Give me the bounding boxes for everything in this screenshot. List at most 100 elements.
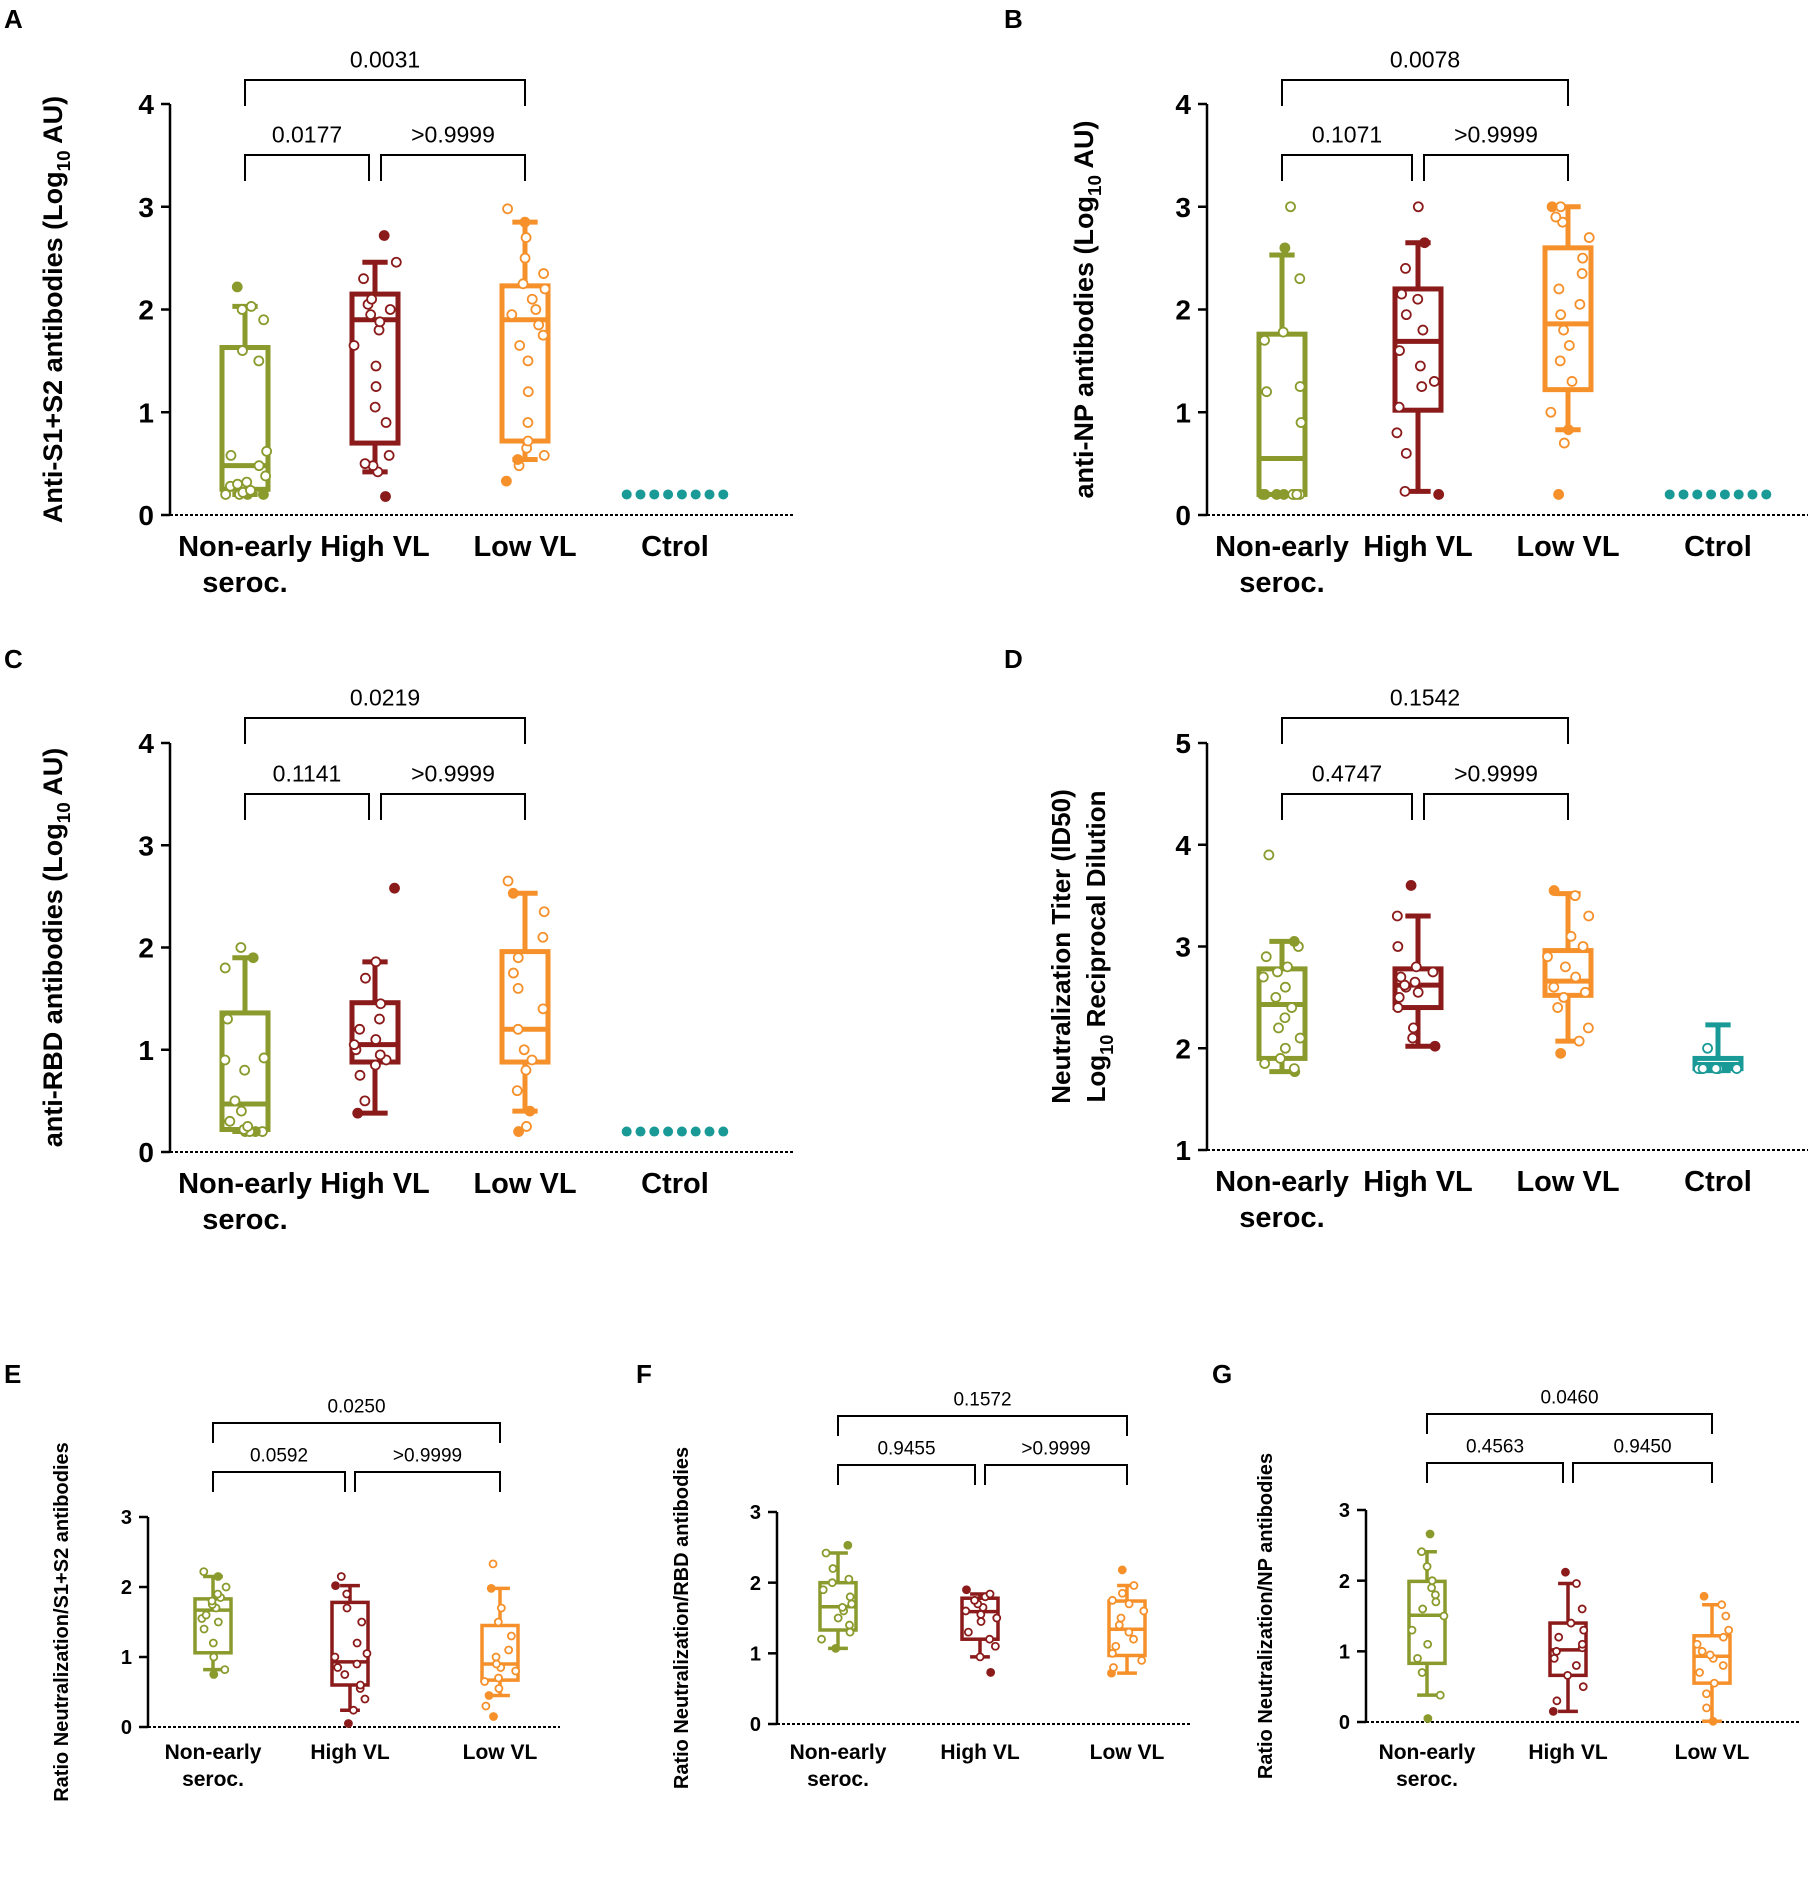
data-point xyxy=(496,1603,506,1613)
data-point xyxy=(1294,273,1306,285)
data-point xyxy=(1431,1597,1441,1607)
y-tick-label: 1 xyxy=(121,1647,132,1669)
x-category-label: seroc. xyxy=(182,1768,244,1791)
data-point xyxy=(1288,1063,1300,1074)
data-point xyxy=(1569,890,1581,902)
data-point xyxy=(649,1126,660,1137)
data-point xyxy=(370,1034,382,1045)
data-point xyxy=(1558,991,1570,1003)
data-point xyxy=(1109,1663,1118,1672)
data-point xyxy=(992,1613,1002,1623)
bracket-line xyxy=(380,154,526,181)
data-point xyxy=(333,1663,343,1672)
data-point xyxy=(506,309,518,321)
y-tick-label: 1 xyxy=(138,1035,154,1066)
data-point xyxy=(1546,201,1558,213)
data-point xyxy=(1286,1002,1298,1013)
data-point xyxy=(242,1121,254,1132)
data-point xyxy=(1111,1641,1121,1651)
x-category-label: High VL xyxy=(320,1168,430,1200)
data-point xyxy=(843,1540,853,1550)
data-point xyxy=(530,304,542,315)
data-point xyxy=(1137,1656,1147,1665)
data-point xyxy=(1428,376,1440,387)
data-point xyxy=(1423,1639,1433,1649)
significance-bracket: >0.9999 xyxy=(354,1446,501,1492)
data-point xyxy=(522,355,534,367)
data-point xyxy=(1124,1627,1134,1637)
series-ctrol xyxy=(621,1126,729,1137)
series-non_early xyxy=(219,281,273,500)
data-point xyxy=(489,1712,498,1721)
bracket-line xyxy=(212,1422,501,1443)
p-value-label: 0.0177 xyxy=(272,121,342,147)
data-point xyxy=(663,1126,674,1137)
series-non_early xyxy=(219,942,271,1137)
data-point xyxy=(522,417,534,428)
data-point xyxy=(220,1665,230,1674)
data-point xyxy=(1279,242,1291,254)
panel-letter: D xyxy=(1004,644,1023,674)
bracket-line xyxy=(244,717,526,744)
data-point xyxy=(1692,1639,1702,1649)
data-point xyxy=(520,232,532,243)
data-point xyxy=(512,1023,524,1035)
significance-bracket: 0.9450 xyxy=(1572,1437,1713,1483)
data-point xyxy=(1582,1022,1594,1034)
data-point xyxy=(704,489,715,500)
data-point xyxy=(539,283,551,295)
bracket-line xyxy=(244,79,526,106)
data-point xyxy=(538,268,550,279)
y-tick-label: 2 xyxy=(121,1577,132,1599)
series-non_early xyxy=(1407,1529,1449,1723)
data-point xyxy=(1577,1604,1587,1614)
series-low_vl xyxy=(1542,885,1595,1059)
data-point xyxy=(348,340,360,351)
data-point xyxy=(241,476,253,488)
data-point xyxy=(1747,489,1758,500)
data-point xyxy=(1263,849,1275,861)
data-point xyxy=(1257,489,1269,500)
data-point xyxy=(1550,211,1562,223)
data-point xyxy=(1282,961,1293,973)
bracket-line xyxy=(1423,154,1569,181)
data-point xyxy=(380,417,392,428)
data-point xyxy=(237,345,248,357)
p-value-label: 0.0219 xyxy=(350,684,420,710)
data-point xyxy=(1116,1613,1126,1623)
data-point xyxy=(374,1049,386,1061)
data-point xyxy=(1555,309,1567,321)
x-category-label: Low VL xyxy=(1516,531,1619,563)
y-tick-label: 4 xyxy=(138,89,154,120)
data-point xyxy=(1576,268,1588,279)
y-tick-label: 1 xyxy=(1175,397,1191,428)
data-point xyxy=(1259,1058,1271,1069)
data-point xyxy=(375,998,387,1010)
data-point xyxy=(1129,1581,1139,1590)
series-non_early xyxy=(1256,849,1308,1078)
p-value-label: 0.1071 xyxy=(1312,121,1382,147)
data-point xyxy=(378,230,390,241)
box xyxy=(1256,331,1308,497)
data-point xyxy=(213,1617,223,1627)
significance-bracket: 0.4563 xyxy=(1426,1437,1564,1483)
data-point xyxy=(963,1627,973,1637)
label-part: Log xyxy=(1081,1055,1111,1103)
label-subscript: 10 xyxy=(1097,1035,1117,1055)
y-tick-label: 3 xyxy=(1339,1500,1350,1522)
data-point xyxy=(517,278,529,290)
data-point xyxy=(481,1701,491,1711)
label-part: Reciprocal Dilution xyxy=(1081,790,1111,1034)
data-point xyxy=(1558,324,1569,336)
y-tick-label: 0 xyxy=(138,1137,154,1168)
data-point xyxy=(258,1052,270,1064)
data-point xyxy=(336,1572,346,1581)
x-category-label: Ctrol xyxy=(1684,1166,1752,1198)
data-point xyxy=(261,445,273,457)
data-point xyxy=(360,972,371,984)
x-category-label: seroc. xyxy=(202,1204,287,1236)
data-point xyxy=(821,1548,831,1558)
data-point xyxy=(1294,1032,1306,1044)
bracket-line xyxy=(984,1464,1128,1485)
